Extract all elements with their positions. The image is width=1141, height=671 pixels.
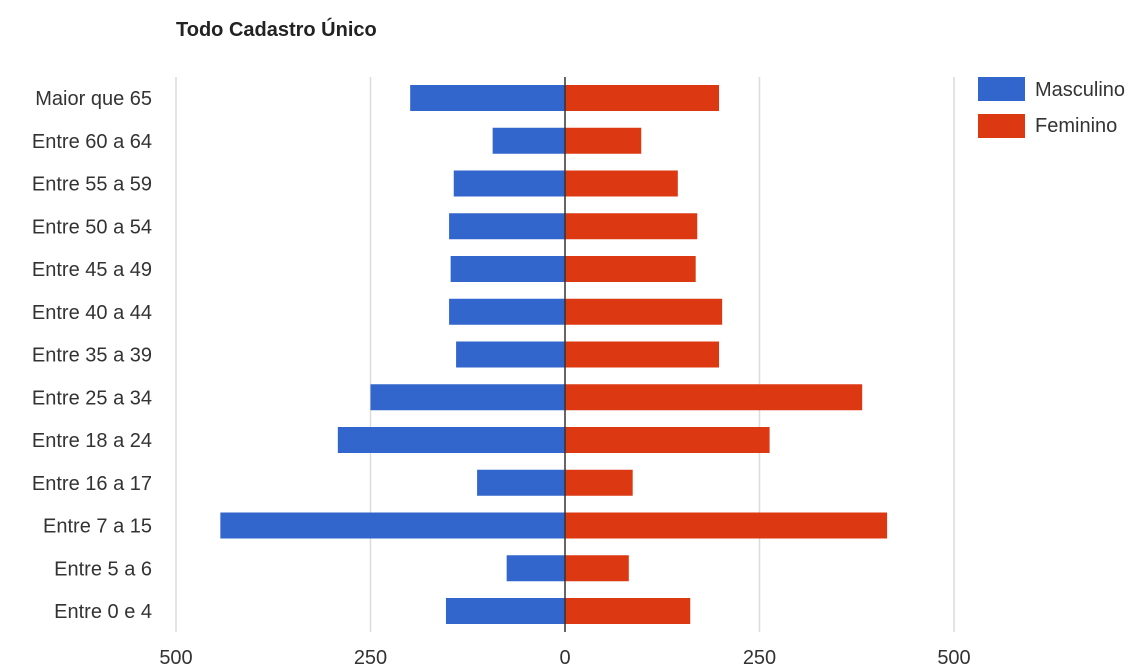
- bar-feminino-0: [565, 85, 720, 111]
- bar-masculino-11: [506, 555, 565, 582]
- bar-masculino-3: [449, 213, 565, 240]
- x-tick-label: 0: [559, 647, 570, 669]
- category-label: Entre 18 a 24: [32, 430, 152, 452]
- legend-swatch-masculino: [978, 77, 1025, 101]
- bar-masculino-5: [449, 298, 565, 325]
- bar-feminino-7: [565, 384, 863, 411]
- bar-masculino-1: [492, 127, 565, 154]
- gridlines: [175, 77, 955, 632]
- bar-feminino-1: [565, 127, 642, 154]
- category-label: Entre 45 a 49: [32, 259, 152, 281]
- category-label: Entre 5 a 6: [54, 558, 152, 580]
- x-tick-label: 250: [743, 647, 776, 669]
- bar-masculino-0: [410, 85, 565, 111]
- category-label: Entre 35 a 39: [32, 345, 152, 367]
- category-label: Entre 16 a 17: [32, 473, 152, 495]
- category-label: Entre 55 a 59: [32, 174, 152, 196]
- bar-masculino-2: [453, 170, 565, 197]
- legend-label-masculino: Masculino: [1035, 79, 1125, 101]
- bar-feminino-10: [565, 512, 888, 539]
- legend-label-feminino: Feminino: [1035, 115, 1117, 137]
- bar-masculino-6: [456, 341, 565, 368]
- category-label: Entre 50 a 54: [32, 216, 152, 238]
- category-label: Entre 40 a 44: [32, 302, 152, 324]
- legend-swatch-feminino: [978, 114, 1025, 138]
- category-label: Entre 0 e 4: [54, 601, 152, 623]
- bar-feminino-12: [565, 598, 691, 624]
- bar-feminino-11: [565, 555, 629, 582]
- category-label: Maior que 65: [35, 88, 152, 110]
- chart-title: Todo Cadastro Único: [176, 17, 377, 41]
- x-tick-labels: 500 250 0 250 500: [159, 647, 970, 669]
- bar-masculino-9: [477, 469, 565, 496]
- bar-feminino-2: [565, 170, 678, 197]
- x-tick-label: 250: [354, 647, 387, 669]
- legend: Masculino Feminino: [978, 77, 1125, 138]
- bar-masculino-8: [337, 427, 565, 453]
- x-tick-label: 500: [937, 647, 970, 669]
- bar-masculino-4: [450, 256, 565, 282]
- category-label: Entre 25 a 34: [32, 387, 152, 409]
- category-label: Entre 60 a 64: [32, 131, 152, 153]
- x-tick-label: 500: [159, 647, 192, 669]
- bar-masculino-12: [445, 598, 565, 624]
- bar-feminino-6: [565, 341, 720, 368]
- bar-feminino-8: [565, 427, 770, 453]
- category-label: Entre 7 a 15: [43, 516, 152, 538]
- bar-feminino-3: [565, 213, 698, 240]
- bar-feminino-5: [565, 298, 723, 325]
- category-labels: Maior que 65 Entre 60 a 64 Entre 55 a 59 En…: [32, 88, 152, 623]
- bars: [220, 85, 888, 624]
- bar-feminino-4: [565, 256, 696, 282]
- bar-masculino-10: [220, 512, 565, 539]
- bar-feminino-9: [565, 469, 633, 496]
- bar-masculino-7: [370, 384, 565, 411]
